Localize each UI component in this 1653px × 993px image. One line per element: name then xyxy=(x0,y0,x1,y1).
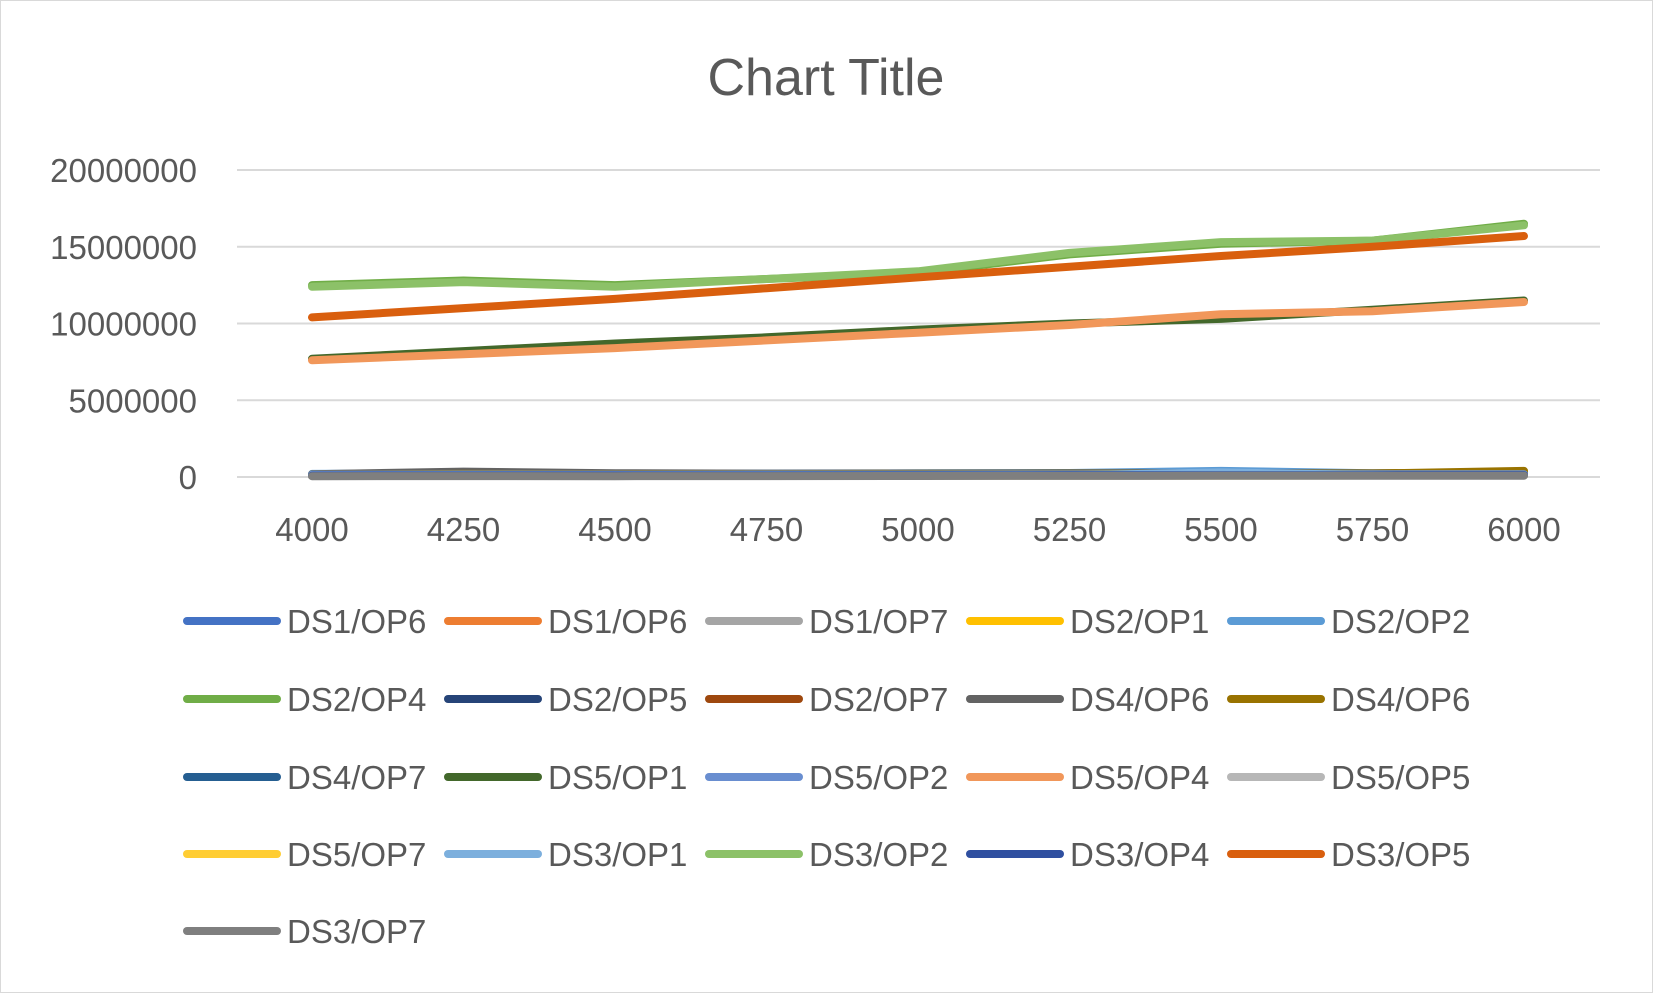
legend-label: DS1/OP7 xyxy=(809,603,948,640)
x-tick-label: 6000 xyxy=(1487,511,1560,548)
legend-item: DS2/OP4 xyxy=(183,681,426,718)
series-line xyxy=(308,221,1528,291)
x-tick-label: 5250 xyxy=(1033,511,1106,548)
legend-label: DS5/OP7 xyxy=(287,836,426,873)
plot-series xyxy=(308,219,1528,481)
legend-item: DS2/OP2 xyxy=(1227,603,1470,640)
x-tick-label: 5750 xyxy=(1336,511,1409,548)
y-axis-tick-labels: 0 5000000 10000000 15000000 20000000 xyxy=(50,152,197,496)
gridlines xyxy=(237,169,1600,478)
legend-label: DS3/OP7 xyxy=(287,913,426,950)
legend-item: DS5/OP4 xyxy=(966,759,1209,796)
legend-label: DS5/OP5 xyxy=(1331,759,1470,796)
legend-label: DS5/OP4 xyxy=(1070,759,1209,796)
legend-item: DS4/OP6 xyxy=(966,681,1209,718)
legend-item: DS5/OP2 xyxy=(705,759,948,796)
legend-label: DS2/OP4 xyxy=(287,681,426,718)
legend-label: DS3/OP5 xyxy=(1331,836,1470,873)
x-tick-label: 5500 xyxy=(1184,511,1257,548)
legend-label: DS4/OP6 xyxy=(1331,681,1470,718)
series-line xyxy=(308,232,1528,322)
legend-item: DS2/OP1 xyxy=(966,603,1209,640)
legend-item: DS3/OP2 xyxy=(705,836,948,873)
legend-label: DS2/OP2 xyxy=(1331,603,1470,640)
legend-item: DS1/OP6 xyxy=(183,603,426,640)
legend-label: DS1/OP6 xyxy=(548,603,687,640)
legend-item: DS1/OP6 xyxy=(444,603,687,640)
legend-label: DS4/OP6 xyxy=(1070,681,1209,718)
legend-item: DS3/OP5 xyxy=(1227,836,1470,873)
legend-item: DS5/OP7 xyxy=(183,836,426,873)
chart-title: Chart Title xyxy=(708,49,945,107)
series-line xyxy=(308,471,1528,481)
x-tick-label: 5000 xyxy=(881,511,954,548)
legend-item: DS4/OP7 xyxy=(183,759,426,796)
x-axis-tick-labels: 4000 4250 4500 4750 5000 5250 5500 5750 6000 xyxy=(275,511,1560,548)
y-tick-label: 10000000 xyxy=(50,306,197,343)
legend-label: DS3/OP1 xyxy=(548,836,687,873)
legend-label: DS2/OP1 xyxy=(1070,603,1209,640)
legend-item: DS1/OP7 xyxy=(705,603,948,640)
legend-label: DS5/OP1 xyxy=(548,759,687,796)
y-tick-label: 15000000 xyxy=(50,229,197,266)
legend-label: DS2/OP7 xyxy=(809,681,948,718)
legend-label: DS3/OP2 xyxy=(809,836,948,873)
legend-item: DS2/OP5 xyxy=(444,681,687,718)
legend-item: DS3/OP4 xyxy=(966,836,1209,873)
legend-item: DS2/OP7 xyxy=(705,681,948,718)
x-tick-label: 4500 xyxy=(578,511,651,548)
legend-label: DS3/OP4 xyxy=(1070,836,1209,873)
legend-item: DS4/OP6 xyxy=(1227,681,1470,718)
legend: DS1/OP6 DS1/OP6 DS1/OP7 DS2/OP1 DS2/OP2 DS2/O… xyxy=(183,603,1470,950)
legend-item: DS5/OP5 xyxy=(1227,759,1470,796)
legend-item: DS3/OP1 xyxy=(444,836,687,873)
x-tick-label: 4000 xyxy=(275,511,348,548)
series-line xyxy=(308,298,1528,365)
legend-label: DS2/OP5 xyxy=(548,681,687,718)
x-tick-label: 4250 xyxy=(427,511,500,548)
y-tick-label: 0 xyxy=(179,459,197,496)
legend-item: DS5/OP1 xyxy=(444,759,687,796)
y-tick-label: 20000000 xyxy=(50,152,197,189)
legend-label: DS4/OP7 xyxy=(287,759,426,796)
x-tick-label: 4750 xyxy=(730,511,803,548)
legend-label: DS5/OP2 xyxy=(809,759,948,796)
legend-label: DS1/OP6 xyxy=(287,603,426,640)
y-tick-label: 5000000 xyxy=(69,382,197,419)
legend-item: DS3/OP7 xyxy=(183,913,426,950)
